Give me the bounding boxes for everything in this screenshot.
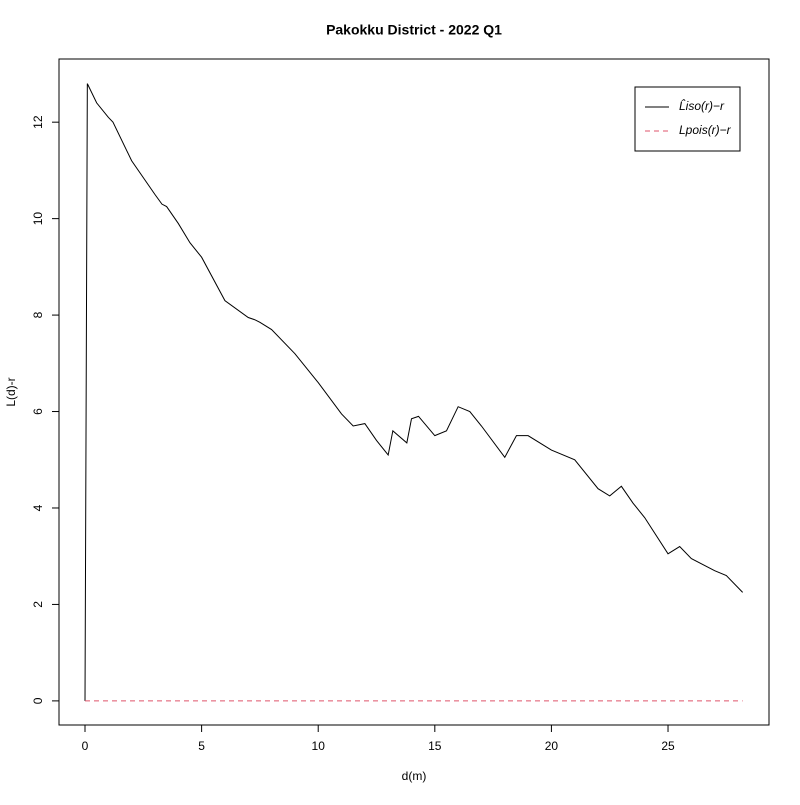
series-line	[84, 83, 744, 701]
y-tick-label: 6	[31, 408, 45, 415]
x-tick-label: 15	[428, 739, 442, 753]
y-tick-label: 4	[31, 504, 45, 511]
x-tick-label: 10	[312, 739, 326, 753]
y-tick-label: 0	[31, 697, 45, 704]
legend-label: L̂iso(r)−r	[679, 98, 725, 113]
y-tick-label: 12	[31, 115, 45, 129]
x-tick-label: 5	[198, 739, 205, 753]
y-tick-label: 10	[31, 212, 45, 226]
y-tick-label: 8	[31, 311, 45, 318]
x-tick-label: 0	[82, 739, 89, 753]
y-tick-label: 2	[31, 601, 45, 608]
legend-label: Lpois(r)−r	[679, 123, 732, 137]
x-axis-label: d(m)	[402, 769, 427, 783]
y-axis-label: L(d)-r	[4, 377, 18, 406]
chart-title: Pakokku District - 2022 Q1	[326, 22, 502, 38]
legend-box	[634, 86, 741, 152]
x-tick-label: 25	[661, 739, 675, 753]
x-tick-label: 20	[545, 739, 559, 753]
